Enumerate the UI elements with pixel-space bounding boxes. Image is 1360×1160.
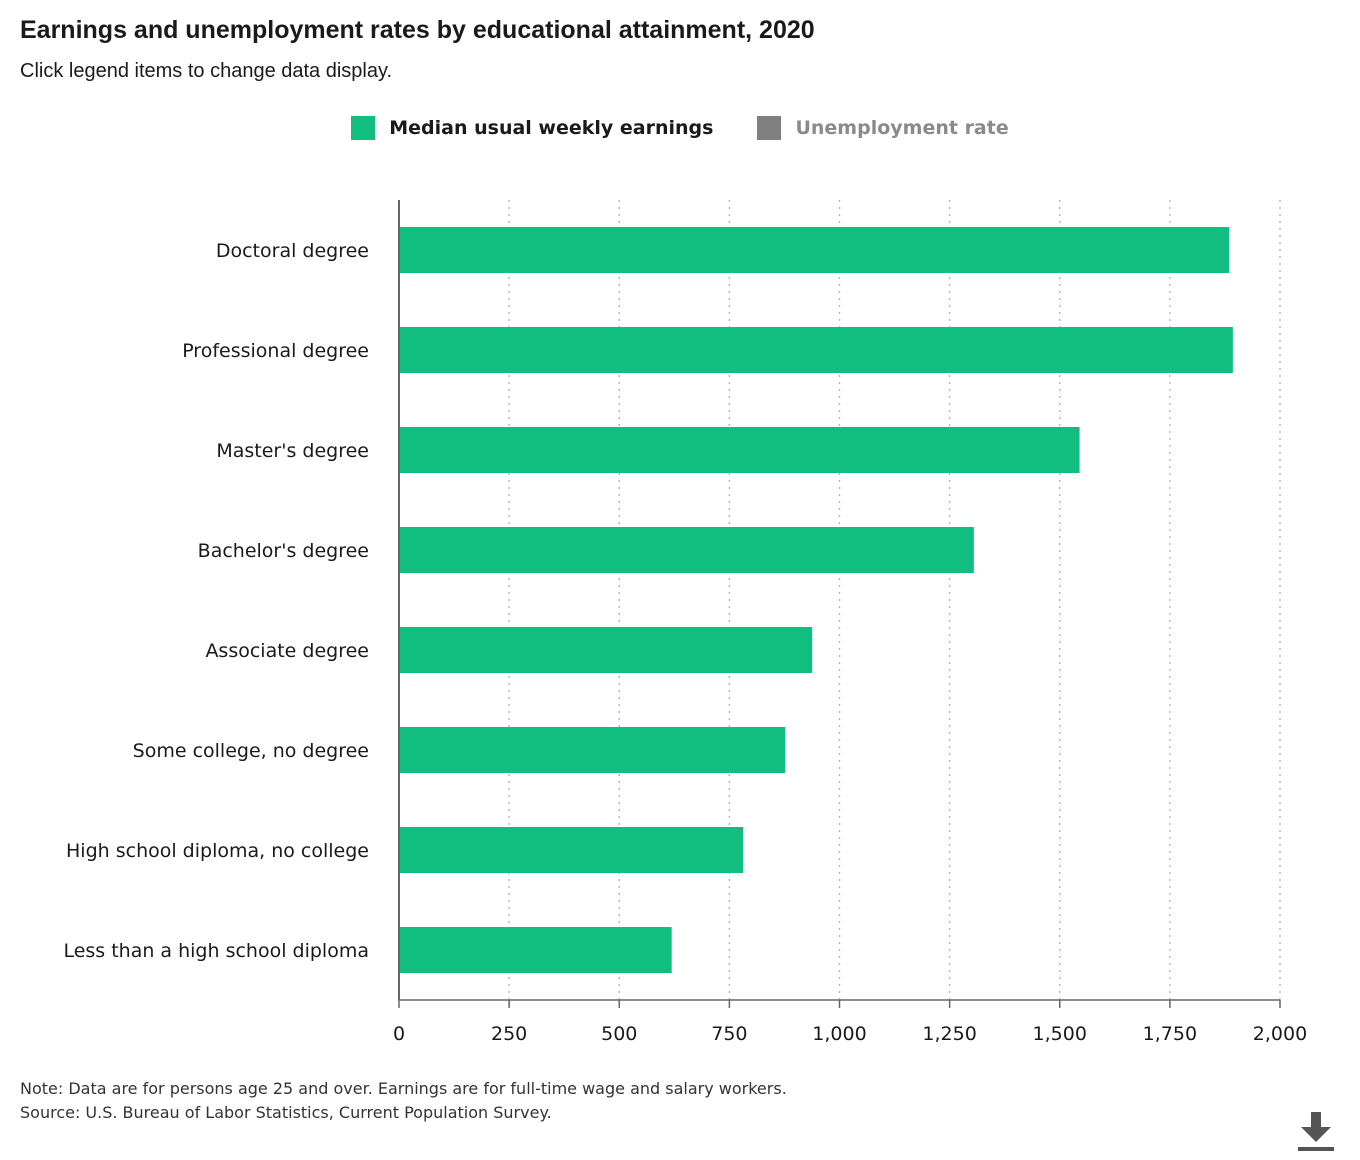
x-tick-label: 750 [711,1023,747,1045]
x-tick-label: 250 [491,1023,527,1045]
legend-label-unemployment: Unemployment rate [795,117,1009,139]
chart-title: Earnings and unemployment rates by educa… [20,16,815,44]
bar [399,727,786,773]
chart-subtitle: Click legend items to change data displa… [20,60,393,82]
bar [399,327,1233,373]
legend-item-unemployment[interactable]: Unemployment rate [757,116,1009,140]
bar-chart: Doctoral degree Professional degree Master… [63,200,1307,1045]
download-button[interactable] [1296,1110,1336,1154]
legend: Median usual weekly earnings Unemploymen… [0,114,1360,142]
x-tick-label: 1,250 [922,1023,976,1045]
x-tick-label: 0 [393,1023,405,1045]
bar [399,627,813,673]
category-label: Professional degree [182,340,369,362]
x-tick-label: 1,750 [1143,1023,1197,1045]
category-label: High school diploma, no college [66,840,369,862]
legend-swatch-unemployment [757,116,782,140]
bar [399,427,1080,473]
legend-swatch-earnings [351,116,376,140]
legend-item-earnings[interactable]: Median usual weekly earnings [351,116,713,140]
download-icon [1298,1112,1334,1151]
category-label: Bachelor's degree [198,540,369,562]
chart-footnotes: Note: Data are for persons age 25 and ov… [20,1077,787,1125]
x-tick-label: 1,500 [1033,1023,1087,1045]
bar [399,827,744,873]
category-label: Associate degree [205,640,369,662]
bar [399,927,672,973]
x-tick-label: 500 [601,1023,637,1045]
x-tick-label: 2,000 [1253,1023,1307,1045]
bar [399,227,1230,273]
category-label: Master's degree [216,440,369,462]
x-tick-label: 1,000 [812,1023,866,1045]
legend-label-earnings: Median usual weekly earnings [389,117,714,139]
bar [399,527,974,573]
category-label: Less than a high school diploma [63,940,369,962]
category-label: Doctoral degree [216,240,369,262]
note-text: Note: Data are for persons age 25 and ov… [20,1079,787,1098]
category-label: Some college, no degree [133,740,369,762]
source-text: Source: U.S. Bureau of Labor Statistics,… [20,1103,552,1122]
